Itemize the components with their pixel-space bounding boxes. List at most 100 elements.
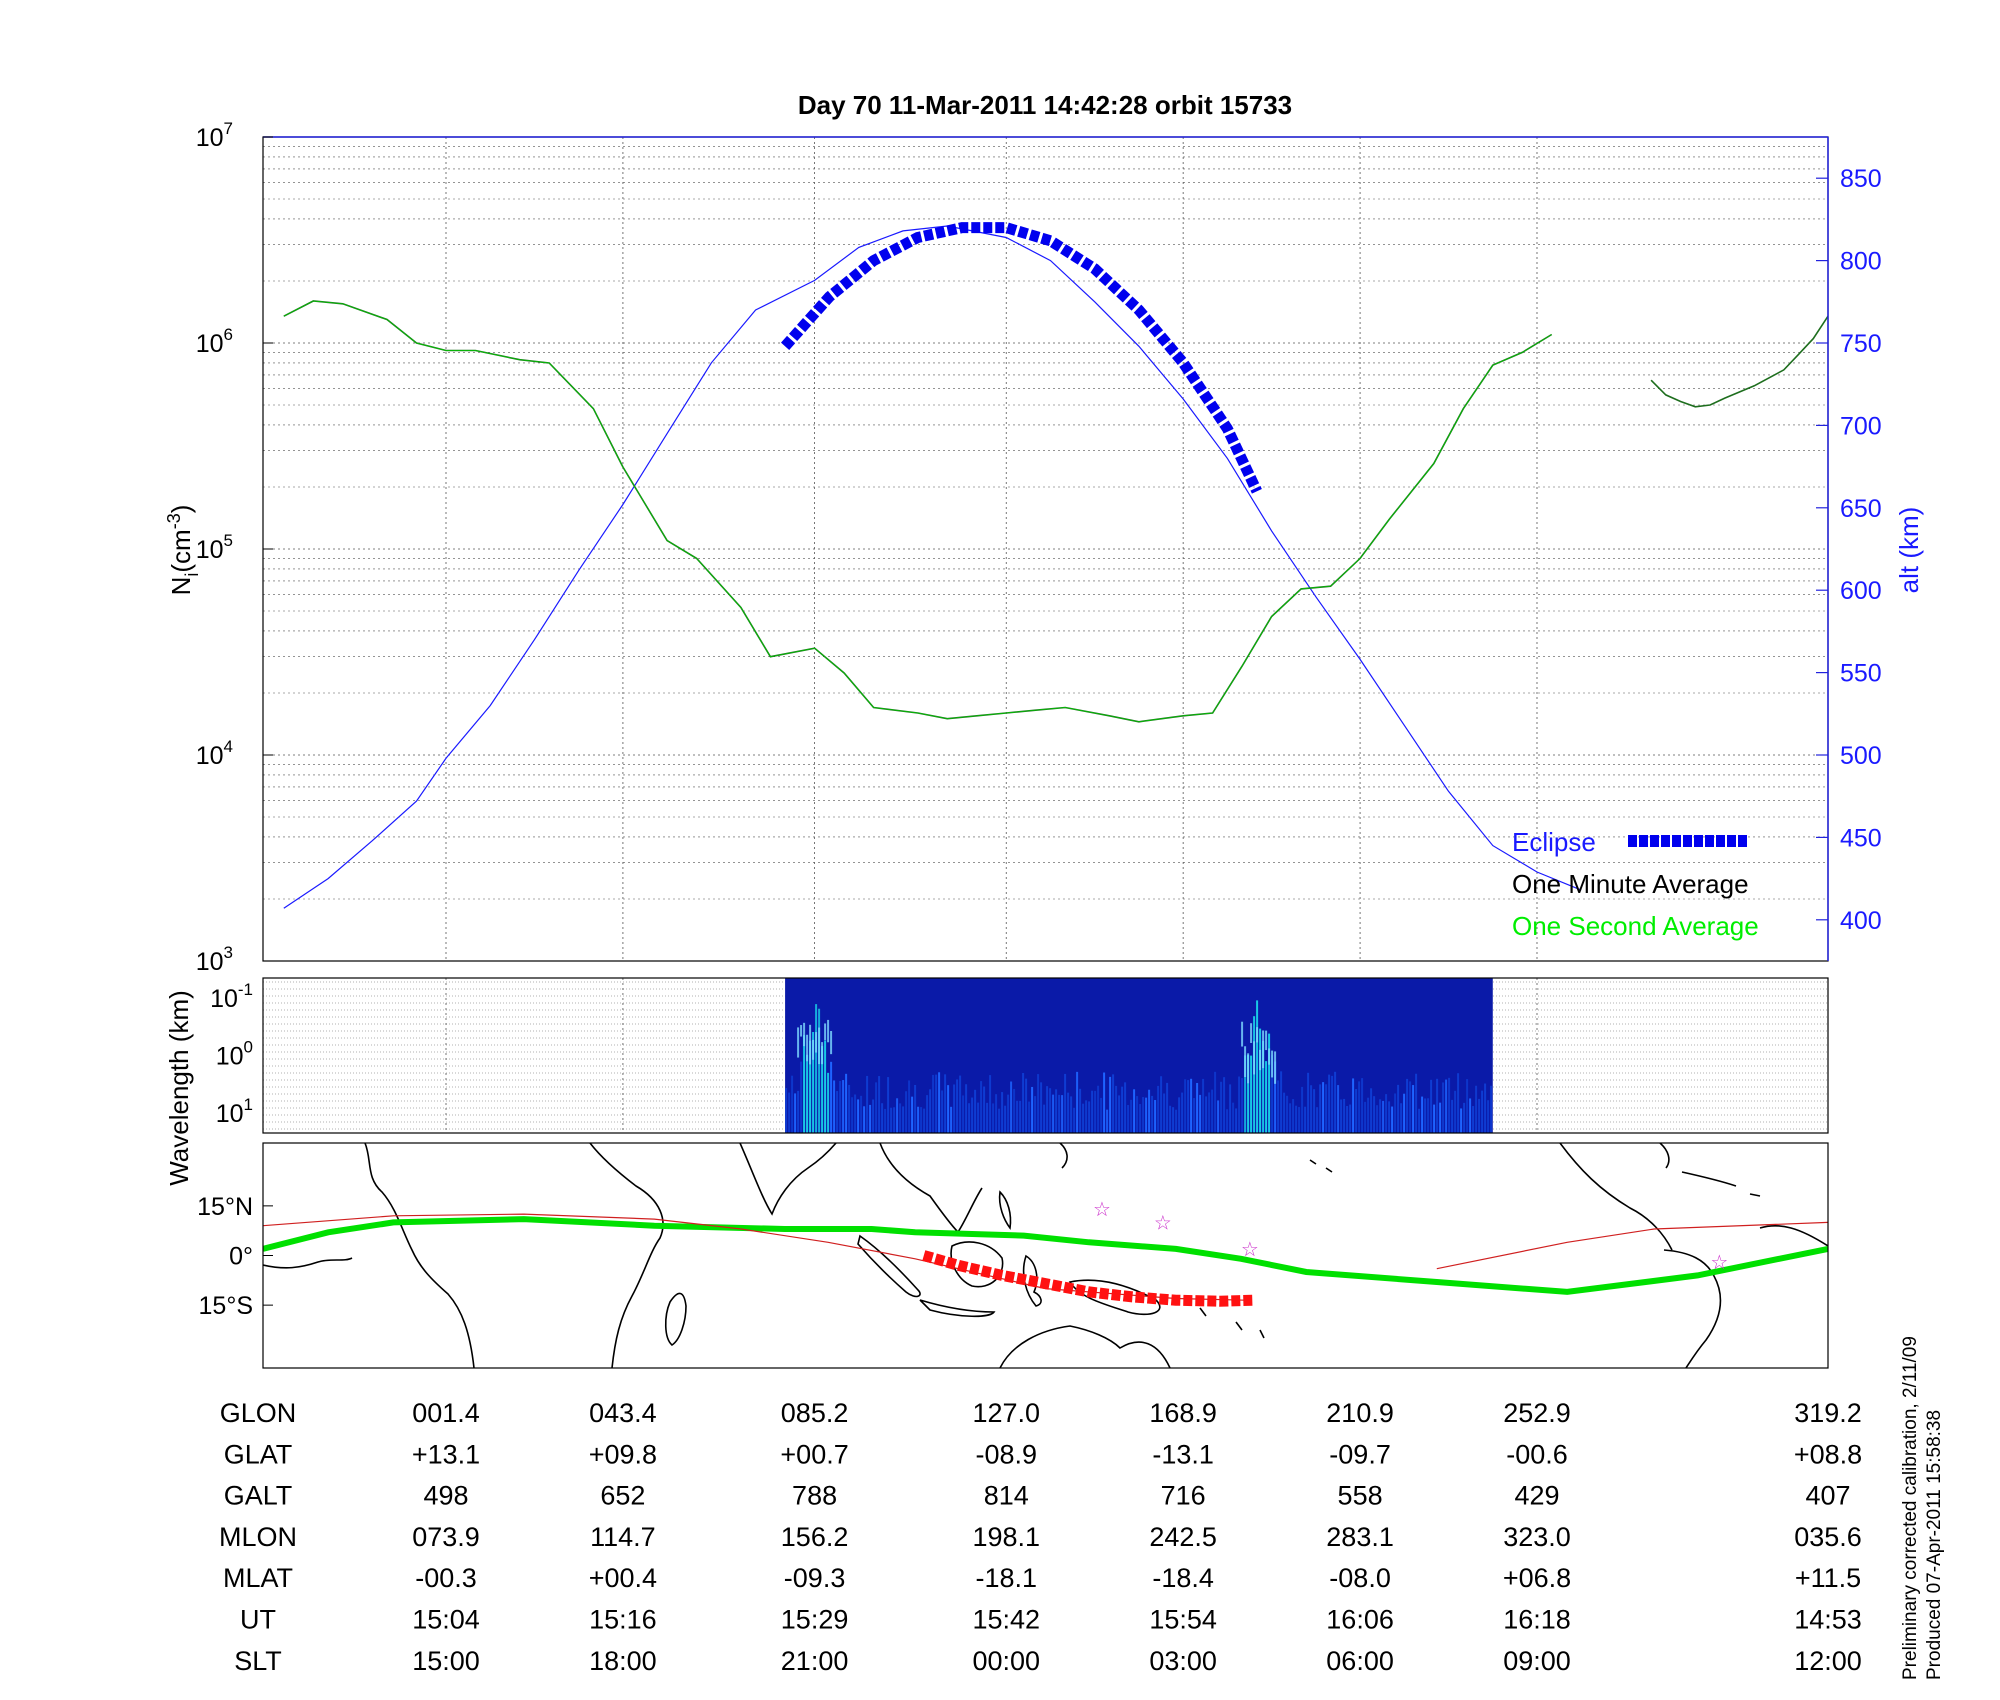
spectrogram-column <box>1487 1100 1490 1133</box>
spectrogram-column <box>1313 1089 1316 1133</box>
left-tick-label: 105 <box>196 531 233 564</box>
spectrogram-column <box>1031 1086 1034 1133</box>
table-cell: -18.1 <box>975 1563 1037 1593</box>
table-cell: 12:00 <box>1794 1646 1862 1676</box>
spectrogram-column <box>947 1085 950 1133</box>
left-axis-label-exp: -3 <box>164 513 184 529</box>
spectrogram-column <box>1370 1088 1373 1133</box>
spectrogram-column <box>1415 1073 1418 1133</box>
table-cell: -00.3 <box>415 1563 477 1593</box>
map-star: ☆ <box>1710 1252 1728 1274</box>
spectrogram-column <box>935 1074 938 1133</box>
spectrogram-column <box>914 1084 917 1133</box>
table-row-label: GLAT <box>224 1439 293 1469</box>
spectrogram-column <box>857 1099 860 1133</box>
spectrogram-image <box>785 978 1493 1133</box>
spectrogram-column <box>911 1096 914 1133</box>
table-cell: 114.7 <box>590 1522 656 1552</box>
table-cell: 319.2 <box>1794 1398 1862 1428</box>
spectrogram-column <box>794 1093 797 1133</box>
chart-title: Day 70 11-Mar-2011 14:42:28 orbit 15733 <box>798 90 1292 120</box>
spectrogram-column <box>1187 1080 1190 1133</box>
right-tick-label: 500 <box>1840 742 1882 770</box>
spectrogram-column <box>1046 1086 1049 1133</box>
spectrogram-column <box>833 1080 836 1133</box>
spectrogram-column <box>1424 1098 1427 1133</box>
spectrogram-hotspot <box>1259 1049 1262 1071</box>
spectrogram-column <box>1109 1076 1112 1133</box>
left-tick-exp: 7 <box>224 119 233 138</box>
spectrogram-column <box>1361 1078 1364 1133</box>
spectrogram-column <box>1295 1105 1298 1133</box>
table-cell: +08.8 <box>1794 1439 1862 1469</box>
spectrogram-column <box>1247 1054 1250 1133</box>
spectrogram-column <box>1052 1094 1055 1133</box>
coastline-japan <box>1059 1143 1068 1169</box>
spectrogram-column <box>818 1008 821 1133</box>
spectrogram-column <box>1379 1099 1382 1133</box>
spectrogram-column <box>1448 1077 1451 1133</box>
legend-eclipse-dash <box>1639 835 1648 847</box>
legend-eclipse-dash <box>1650 835 1659 847</box>
spectrogram-column <box>1217 1100 1220 1133</box>
spectrogram-column <box>1160 1076 1163 1133</box>
spectrogram-hotspot <box>812 1039 815 1060</box>
spectrogram-column <box>1337 1085 1340 1133</box>
right-tick-label: 850 <box>1840 165 1882 193</box>
spectrogram-column <box>1112 1074 1115 1133</box>
table-cell: 15:16 <box>589 1605 657 1635</box>
spectrogram-column <box>1181 1092 1184 1133</box>
table-row-label: SLT <box>234 1646 282 1676</box>
spectrogram-column <box>1310 1085 1313 1133</box>
spectrogram-column <box>1190 1078 1193 1133</box>
spectrogram-column <box>959 1075 962 1133</box>
spectrogram-column <box>1469 1098 1472 1133</box>
spectrogram-column <box>950 1106 953 1133</box>
spectrogram-column <box>800 1061 803 1133</box>
left-tick-base: 10 <box>196 536 224 564</box>
table-cell: 18:00 <box>589 1646 657 1676</box>
spectrogram-column <box>848 1084 851 1133</box>
left-tick-label: 107 <box>196 119 233 152</box>
table-cell: 15:42 <box>972 1605 1040 1635</box>
spectrogram-column <box>1343 1098 1346 1133</box>
spectrogram-column <box>1346 1106 1349 1133</box>
map-background <box>263 1143 1828 1368</box>
table-cell: 073.9 <box>412 1522 480 1552</box>
coastline-caribbean <box>1681 1171 1761 1197</box>
spectrogram-column <box>1223 1077 1226 1133</box>
spectrogram-column <box>1409 1081 1412 1133</box>
spectrogram-hotspot <box>803 1022 806 1047</box>
spectrogram-tick-base: 10 <box>210 985 238 1013</box>
spectrogram-column <box>971 1097 974 1133</box>
spectrogram-column <box>1178 1097 1181 1133</box>
table-cell: 15:04 <box>412 1605 480 1635</box>
spectrogram-column <box>926 1095 929 1133</box>
spectrogram-column <box>1220 1081 1223 1133</box>
spectrogram-column <box>1097 1085 1100 1133</box>
spectrogram-column <box>923 1108 926 1133</box>
map-lat-label: 15°S <box>199 1292 253 1320</box>
spectrogram-column <box>878 1076 881 1133</box>
spectrogram-column <box>992 1103 995 1133</box>
spectrogram-column <box>1157 1085 1160 1133</box>
footnote: Preliminary corrected calibration, 2/11/… <box>1900 1336 1945 1680</box>
spectrogram-column <box>1127 1105 1130 1133</box>
table-row-label: GLON <box>220 1398 297 1428</box>
spectrogram-column <box>1274 1061 1277 1133</box>
table-cell: 407 <box>1805 1481 1850 1511</box>
spectrogram-hotspot <box>827 1019 830 1043</box>
spectrogram-column <box>1460 1108 1463 1133</box>
spectrogram-hotspot <box>800 1025 803 1037</box>
spectrogram-column <box>1211 1089 1214 1133</box>
legend-eclipse-dash <box>1738 835 1747 847</box>
spectrogram-hotspot <box>1262 1030 1265 1069</box>
table-cell: +13.1 <box>412 1439 480 1469</box>
spectrogram-column <box>1475 1085 1478 1133</box>
table-cell: -08.0 <box>1329 1563 1391 1593</box>
table-cell: -09.3 <box>784 1563 846 1593</box>
spectrogram-column <box>1268 1033 1271 1133</box>
coastline-australia <box>999 1325 1171 1368</box>
spectrogram-column <box>974 1089 977 1133</box>
